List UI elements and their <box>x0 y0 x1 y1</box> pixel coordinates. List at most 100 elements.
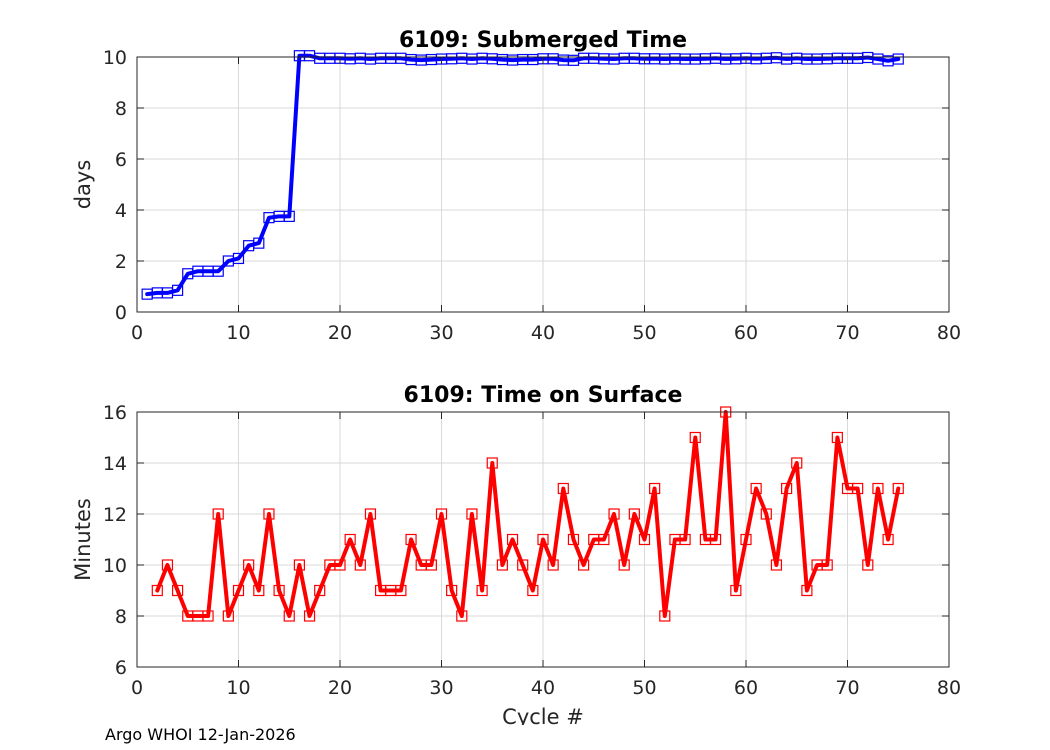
surface-data-point <box>354 559 366 571</box>
submerged-x-tick-label: 40 <box>531 322 555 344</box>
surface-x-tick-label: 0 <box>131 677 143 699</box>
surface-data-point <box>364 508 377 520</box>
surface-data-point <box>649 482 661 495</box>
surface-data-point <box>435 508 448 520</box>
surface-data-point <box>780 482 793 495</box>
surface-data-point <box>232 584 245 597</box>
surface-data-point <box>253 584 265 597</box>
submerged-x-tick-label: 70 <box>835 322 859 344</box>
surface-data-point <box>608 508 620 520</box>
surface-data-point <box>161 559 174 571</box>
surface-data-point <box>750 482 762 495</box>
surface-data-point <box>212 508 224 520</box>
surface-data-point <box>598 533 610 546</box>
surface-x-tick-label: 30 <box>429 677 453 699</box>
surface-y-tick-label: 16 <box>103 402 127 424</box>
surface-y-tick-label: 10 <box>103 555 127 577</box>
surface-data-point <box>577 559 590 571</box>
surface-data-point <box>395 584 407 597</box>
surface-data-point <box>344 533 356 546</box>
submerged-series-line <box>145 53 901 297</box>
submerged-y-tick-label: 2 <box>115 251 127 273</box>
surface-data-point <box>618 559 630 571</box>
surface-data-point <box>243 559 255 571</box>
surface-data-point <box>222 610 234 622</box>
submerged-x-tick-label: 60 <box>734 322 758 344</box>
surface-x-axis-label: Cycle # <box>502 705 584 725</box>
surface-data-point <box>273 584 285 597</box>
surface-data-point <box>628 508 640 520</box>
surface-data-point <box>831 431 843 444</box>
surface-chart-title: 6109: Time on Surface <box>404 383 683 408</box>
submerged-time-chart: 0 10 20 30 40 50 60 70 80 0 2 4 6 8 10 6109: Submerged … <box>71 28 961 344</box>
submerged-x-tick-label: 30 <box>429 322 453 344</box>
surface-data-point <box>638 533 651 546</box>
surface-data-point <box>517 559 529 571</box>
surface-y-tick-label: 8 <box>115 606 127 628</box>
surface-data-point <box>293 559 305 571</box>
surface-time-chart: 0 10 20 30 40 50 60 70 80 6 8 10 12 14 16 6109: Time on… <box>71 383 961 725</box>
submerged-y-tick-label: 6 <box>115 149 127 171</box>
surface-data-point <box>801 584 813 597</box>
surface-data-point <box>456 610 468 622</box>
submerged-x-tick-label: 50 <box>632 322 656 344</box>
surface-data-point <box>263 508 275 520</box>
surface-y-tick-label: 12 <box>103 504 127 526</box>
surface-data-point <box>151 584 163 597</box>
surface-data-point <box>892 482 904 495</box>
surface-data-point <box>425 559 437 571</box>
surface-data-point <box>689 431 701 444</box>
surface-data-point <box>882 533 894 546</box>
surface-x-tick-label: 70 <box>835 677 859 699</box>
submerged-y-tick-label: 4 <box>115 200 127 222</box>
surface-y-axis-label: Minutes <box>71 498 95 581</box>
surface-data-point <box>679 533 691 546</box>
submerged-data-point <box>253 237 265 249</box>
surface-data-point <box>476 584 488 597</box>
surface-data-point <box>791 457 803 469</box>
surface-data-point <box>709 533 722 546</box>
surface-data-point <box>740 533 752 546</box>
submerged-y-axis-label: days <box>71 160 95 210</box>
surface-x-tick-label: 80 <box>937 677 961 699</box>
surface-data-point <box>303 610 316 622</box>
surface-data-point <box>659 610 671 622</box>
submerged-y-tick-label: 8 <box>115 98 127 120</box>
surface-data-point <box>821 559 833 571</box>
submerged-chart-title: 6109: Submerged Time <box>399 28 687 53</box>
surface-data-point <box>760 508 772 520</box>
surface-data-point <box>314 584 326 597</box>
surface-data-point <box>862 559 874 571</box>
surface-x-tick-label: 20 <box>328 677 352 699</box>
submerged-y-tick-label: 0 <box>115 302 127 324</box>
submerged-data-point <box>212 265 224 277</box>
surface-data-point <box>496 559 508 571</box>
surface-series-line <box>155 410 901 618</box>
surface-data-point <box>334 559 346 571</box>
surface-data-point <box>466 508 478 520</box>
surface-data-point <box>506 533 519 546</box>
surface-data-point <box>537 533 549 546</box>
surface-x-tick-label: 10 <box>226 677 250 699</box>
surface-y-tick-label: 6 <box>115 657 127 679</box>
submerged-y-tick-label: 10 <box>103 47 127 69</box>
submerged-data-point <box>283 210 295 222</box>
surface-x-tick-label: 50 <box>632 677 656 699</box>
submerged-x-tick-label: 80 <box>937 322 961 344</box>
surface-data-point <box>730 584 742 597</box>
surface-data-point <box>852 482 864 495</box>
submerged-data-point <box>892 53 904 65</box>
submerged-data-point <box>232 252 245 265</box>
surface-data-point <box>527 584 539 597</box>
surface-data-point <box>172 584 184 597</box>
submerged-x-tick-label: 0 <box>131 322 143 344</box>
surface-x-tick-label: 40 <box>531 677 555 699</box>
submerged-x-tick-label: 20 <box>328 322 352 344</box>
footer-stamp: Argo WHOI 12-Jan-2026 <box>105 725 296 744</box>
surface-data-point <box>202 610 214 622</box>
surface-data-point <box>486 457 498 469</box>
surface-data-point <box>283 610 295 622</box>
surface-x-tick-label: 60 <box>734 677 758 699</box>
surface-data-point <box>557 482 569 495</box>
